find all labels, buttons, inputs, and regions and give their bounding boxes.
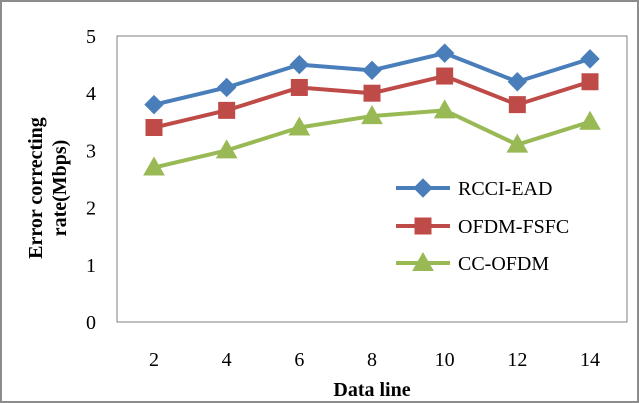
series-cc-ofdm — [143, 99, 601, 176]
data-point — [580, 49, 600, 69]
x-tick-label: 8 — [367, 349, 377, 371]
data-point — [506, 133, 529, 153]
y-tick-label: 3 — [86, 140, 96, 162]
series-ofdm-fsfc — [145, 67, 599, 137]
series-layer — [143, 43, 601, 176]
legend-marker — [414, 217, 432, 235]
data-point — [215, 139, 238, 159]
y-tick-label: 2 — [86, 198, 96, 220]
data-point — [216, 77, 237, 98]
x-tick-label: 2 — [149, 349, 159, 371]
data-point — [361, 105, 383, 125]
legend-label: RCCI-EAD — [458, 178, 552, 200]
x-tick-label: 14 — [580, 349, 600, 371]
x-axis-title: Data line — [333, 379, 410, 401]
legend-item: RCCI-EAD — [396, 178, 552, 200]
x-axis-ticks: 2 4 6 8 10 12 14 — [149, 349, 600, 371]
data-point — [143, 156, 165, 176]
y-axis-title-line-2: rate(Mbps) — [49, 140, 71, 237]
y-tick-label: 0 — [86, 312, 96, 334]
x-tick-label: 6 — [294, 349, 304, 371]
x-tick-label: 4 — [222, 349, 232, 371]
legend: RCCI-EAD OFDM-FSFC CC-OFDM — [396, 178, 569, 275]
data-point — [579, 110, 601, 130]
y-tick-label: 4 — [86, 83, 96, 105]
data-point — [433, 99, 456, 119]
y-tick-label: 1 — [86, 255, 96, 277]
data-point — [218, 101, 236, 119]
data-point — [145, 119, 163, 137]
data-point — [581, 73, 599, 91]
data-point — [362, 60, 382, 81]
data-point — [290, 78, 308, 96]
legend-item: CC-OFDM — [396, 251, 549, 275]
legend-label: OFDM-FSFC — [458, 216, 569, 238]
series-rcci-ead — [144, 43, 600, 115]
y-axis-ticks: 0 1 2 3 4 5 — [86, 26, 96, 334]
y-axis-title-line-1: Error correcting — [25, 117, 47, 259]
x-tick-label: 12 — [507, 349, 527, 371]
y-tick-label: 5 — [86, 26, 96, 48]
data-point — [289, 54, 310, 75]
plot-area — [116, 35, 628, 323]
x-tick-label: 10 — [435, 349, 455, 371]
data-point — [288, 116, 311, 136]
data-point — [436, 67, 454, 85]
data-point — [434, 43, 455, 63]
legend-marker — [413, 178, 433, 198]
data-point — [508, 96, 526, 114]
data-point — [507, 72, 528, 92]
data-point — [363, 84, 381, 102]
legend-item: OFDM-FSFC — [396, 216, 569, 238]
legend-marker — [412, 251, 434, 271]
y-axis-title: Error correcting rate(Mbps) — [25, 117, 71, 259]
data-point — [144, 94, 164, 115]
legend-label: CC-OFDM — [458, 253, 549, 275]
